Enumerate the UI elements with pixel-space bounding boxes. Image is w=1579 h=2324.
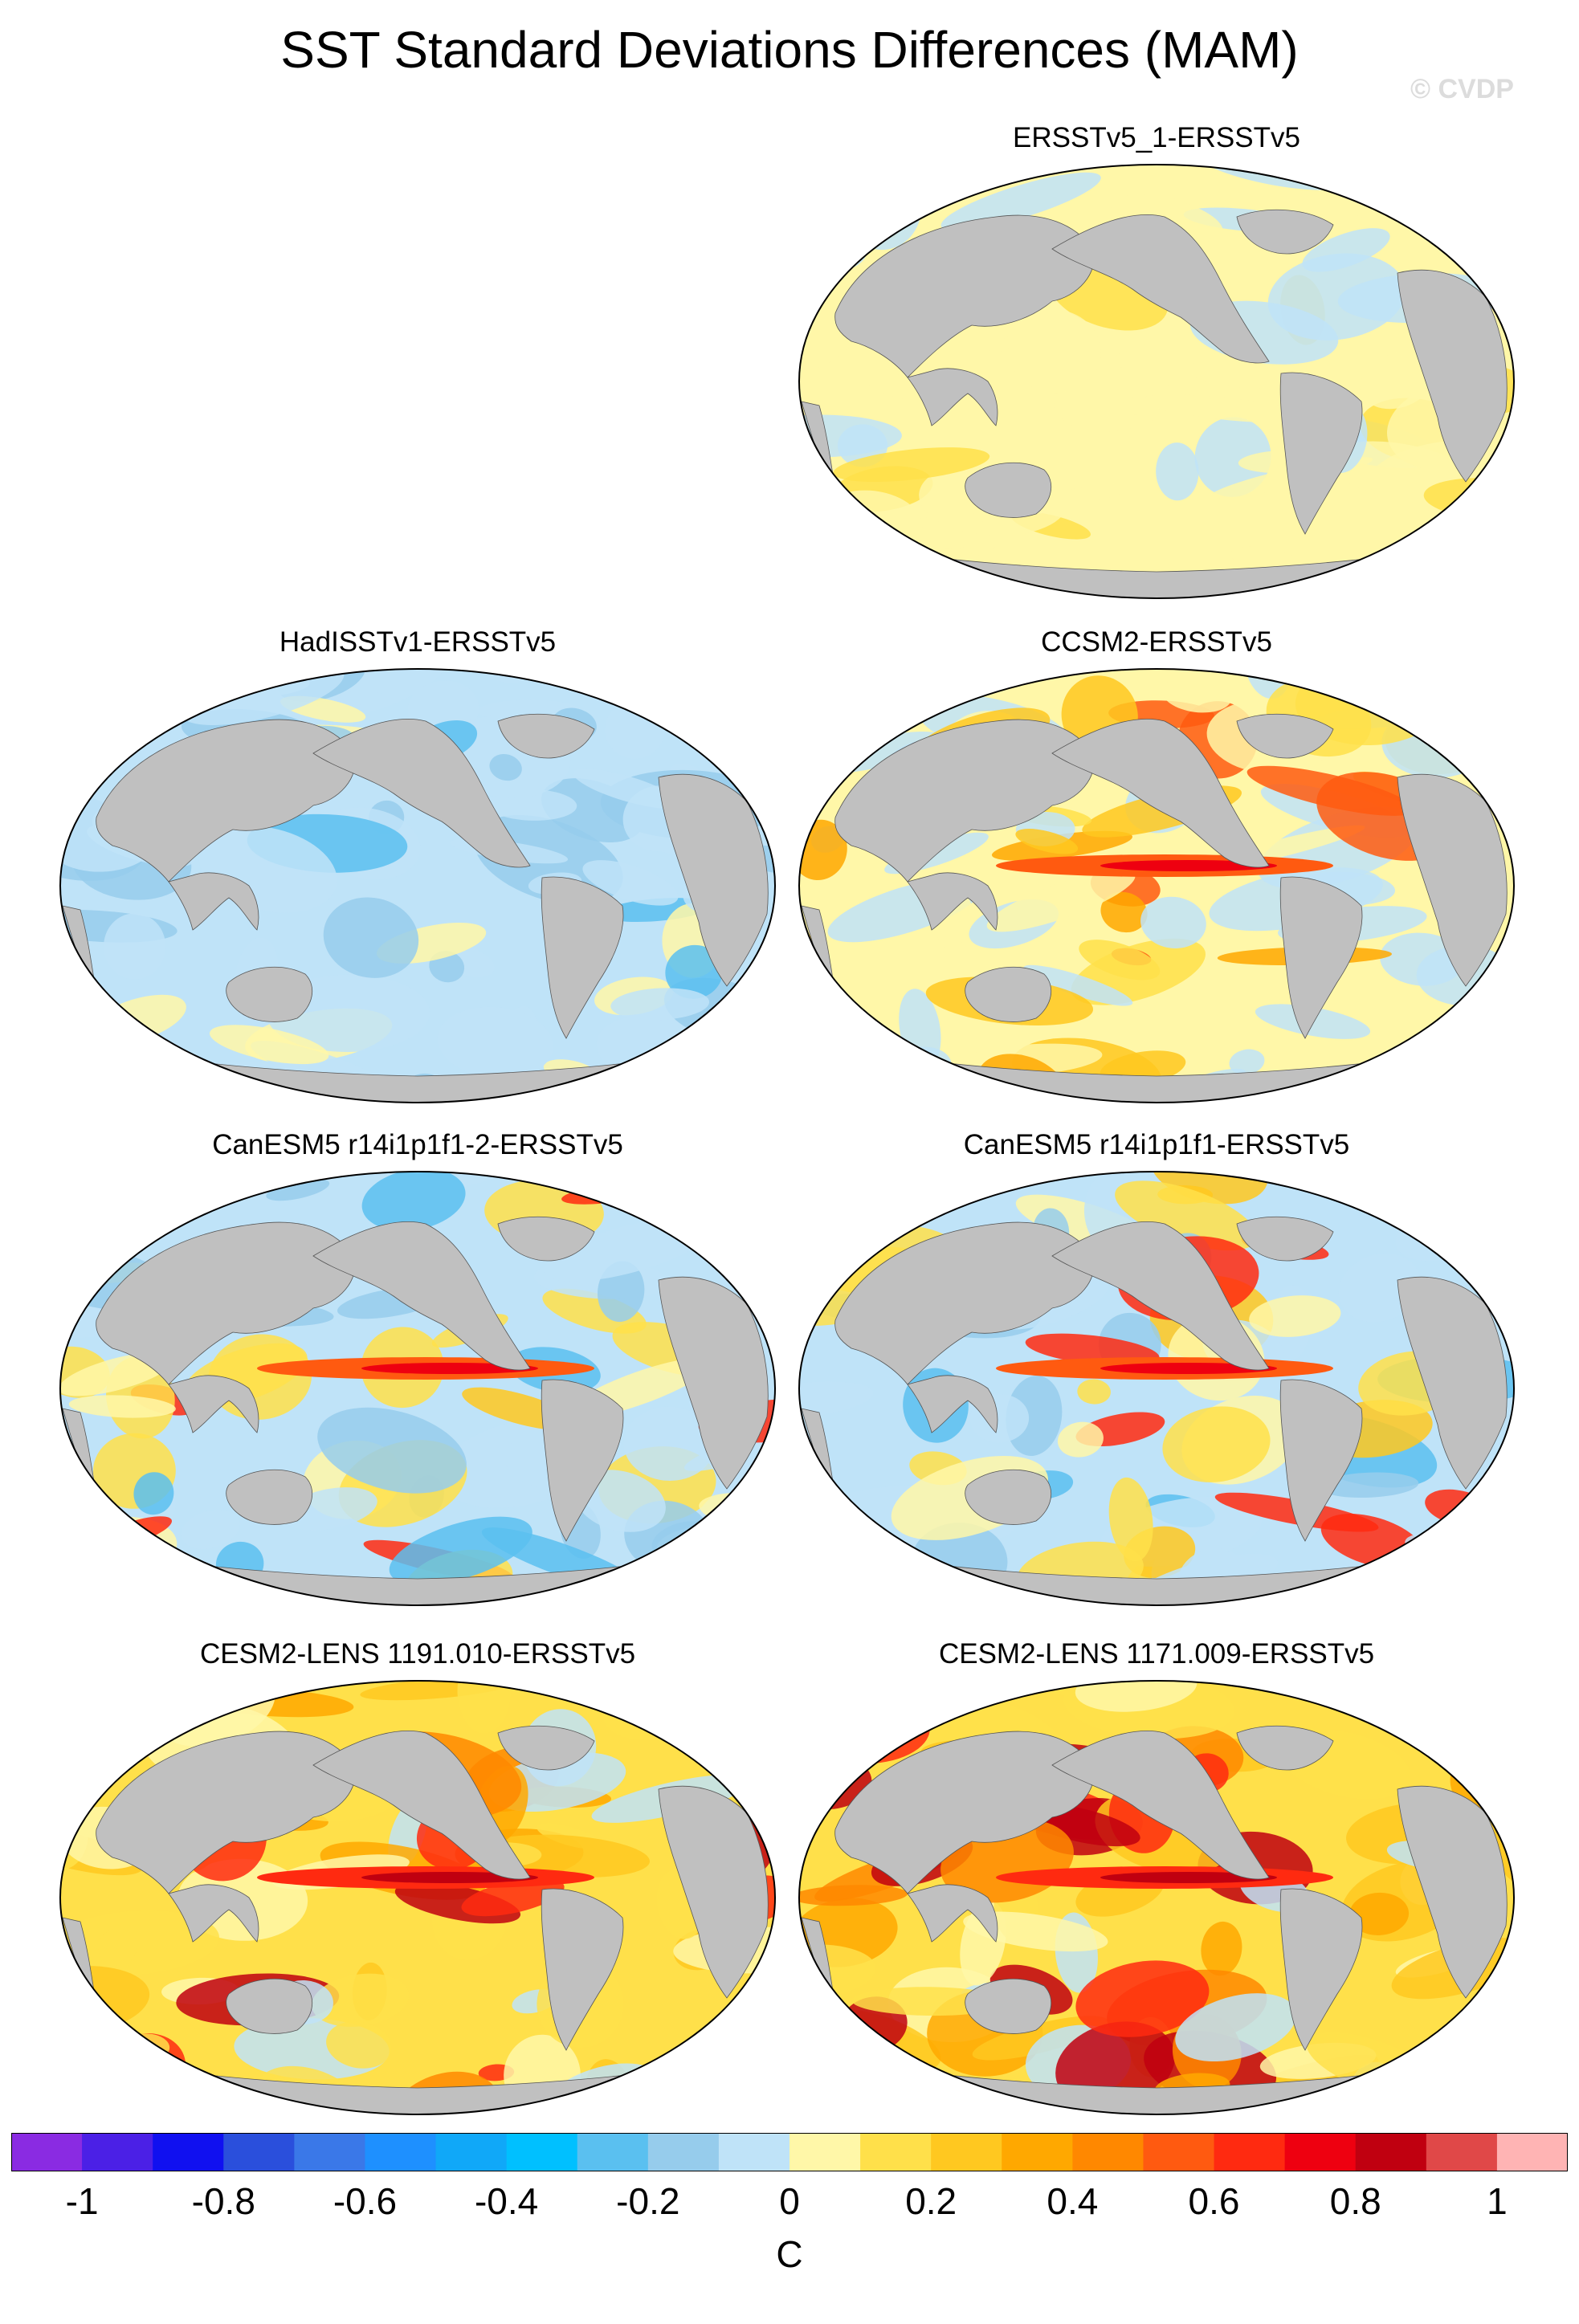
colorbar-tick-label: -0.8 — [191, 2180, 255, 2222]
ocean-field — [60, 1681, 775, 2114]
panel-title: CanESM5 r14i1p1f1-ERSSTv5 — [963, 1129, 1350, 1160]
map-panel-3: CCSM2-ERSSTv5 — [787, 625, 1526, 1107]
colorbar — [11, 2133, 1568, 2171]
colorbar-swatch — [860, 2133, 932, 2171]
colorbar-swatch — [11, 2133, 83, 2171]
world-map — [59, 668, 776, 1103]
colorbar-swatch — [435, 2133, 508, 2171]
colorbar-tick-label: -0.4 — [474, 2180, 539, 2222]
colorbar-swatch — [647, 2133, 720, 2171]
colorbar-tick-label: 0.6 — [1188, 2180, 1240, 2222]
ocean-field — [799, 669, 1514, 1103]
ocean-field — [799, 1172, 1514, 1605]
colorbar-unit-label: C — [776, 2233, 803, 2275]
colorbar-tick-label: 0.8 — [1329, 2180, 1381, 2222]
colorbar-swatch — [82, 2133, 153, 2171]
panel-title: CESM2-LENS 1191.010-ERSSTv5 — [199, 1638, 636, 1670]
colorbar-swatch — [223, 2133, 295, 2171]
figure-title: SST Standard Deviations Differences (MAM… — [280, 21, 1299, 79]
panel-title: HadISSTv1-ERSSTv5 — [279, 626, 557, 658]
world-map — [798, 1680, 1515, 2115]
colorbar-tick-label: -0.2 — [616, 2180, 680, 2222]
map-panel-5: CanESM5 r14i1p1f1-ERSSTv5 — [787, 1127, 1526, 1609]
world-map — [798, 164, 1515, 599]
ocean-field — [60, 1172, 775, 1605]
colorbar-swatch — [1072, 2133, 1144, 2171]
colorbar-swatch — [1002, 2133, 1073, 2171]
copyright-watermark: © CVDP — [1410, 74, 1514, 104]
map-panel-4: CanESM5 r14i1p1f1-2-ERSSTv5 — [48, 1127, 787, 1609]
map-panel-1: ERSSTv5_1-ERSSTv5 — [787, 120, 1526, 602]
panel-title: ERSSTv5_1-ERSSTv5 — [1013, 122, 1300, 153]
world-map — [59, 1171, 776, 1606]
colorbar-swatch — [294, 2133, 365, 2171]
colorbar-swatch — [1496, 2133, 1568, 2171]
colorbar-swatch — [718, 2133, 790, 2171]
colorbar-swatch — [931, 2133, 1002, 2171]
colorbar-tick-label: 0.4 — [1047, 2180, 1099, 2222]
ocean-field — [799, 1681, 1514, 2114]
map-panel-6: CESM2-LENS 1191.010-ERSSTv5 — [48, 1637, 787, 2118]
ocean-field — [60, 669, 775, 1103]
world-map — [59, 1680, 776, 2115]
colorbar-tick-label: 0.2 — [905, 2180, 957, 2222]
colorbar-tick-label: -0.6 — [333, 2180, 398, 2222]
colorbar-tick-label: -1 — [65, 2180, 99, 2222]
colorbar-swatch — [1143, 2133, 1215, 2171]
map-panel-2: HadISSTv1-ERSSTv5 — [48, 625, 787, 1107]
colorbar-swatch — [1214, 2133, 1286, 2171]
panel-title: CCSM2-ERSSTv5 — [1041, 626, 1272, 658]
colorbar-swatch — [1284, 2133, 1357, 2171]
world-map — [798, 668, 1515, 1103]
colorbar-swatch — [1355, 2133, 1427, 2171]
colorbar-swatch — [790, 2133, 861, 2171]
panel-title: CESM2-LENS 1171.009-ERSSTv5 — [938, 1638, 1375, 1670]
panel-title: CanESM5 r14i1p1f1-2-ERSSTv5 — [212, 1129, 623, 1160]
colorbar-swatch — [1426, 2133, 1498, 2171]
colorbar-tick-label: 1 — [1487, 2180, 1508, 2222]
colorbar-swatch — [153, 2133, 224, 2171]
colorbar-tick-label: 0 — [779, 2180, 800, 2222]
colorbar-swatch — [365, 2133, 437, 2171]
world-map — [798, 1171, 1515, 1606]
ocean-field — [799, 165, 1514, 598]
colorbar-swatch — [506, 2133, 578, 2171]
colorbar-swatch — [577, 2133, 649, 2171]
map-panel-7: CESM2-LENS 1171.009-ERSSTv5 — [787, 1637, 1526, 2118]
